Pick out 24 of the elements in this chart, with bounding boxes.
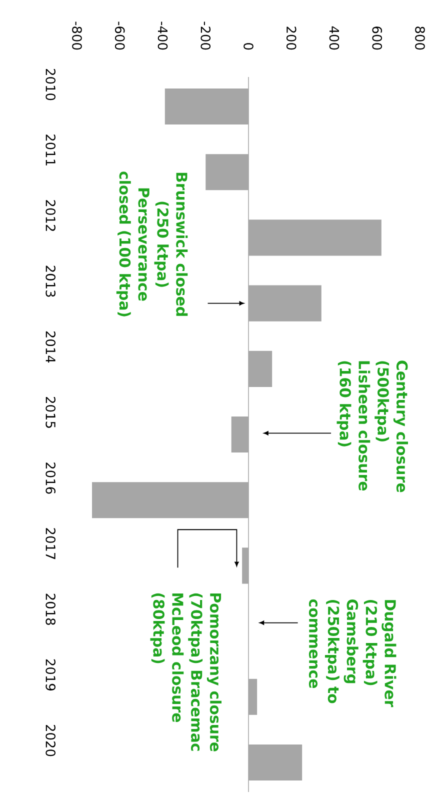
- annotation: Century closure (500ktpa) Lisheen closure (160 ktpa): [336, 360, 408, 492]
- x-tick-label: 600: [372, 26, 382, 50]
- y-tick-label: 2017: [46, 528, 56, 560]
- x-tick-label: -800: [72, 22, 82, 50]
- y-tick-label: 2020: [46, 724, 56, 756]
- x-tick-label: 400: [329, 26, 340, 50]
- annotation: Pomorzany closure (70ktpa) Bracemac McLeod closure (80ktpa): [150, 593, 222, 752]
- y-tick-label: 2012: [46, 200, 56, 231]
- y-tick-label: 2015: [46, 396, 56, 428]
- x-tick-label: 800: [415, 26, 425, 50]
- x-tick-label: -600: [114, 22, 125, 50]
- y-tick-label: 2011: [46, 134, 56, 166]
- y-tick-label: 2013: [46, 266, 56, 297]
- y-tick-label: 2014: [46, 331, 56, 363]
- y-tick-label: 2016: [46, 462, 56, 494]
- annotation: Brunswick closed (250 ktpa) Perseverance closed (100 ktpa): [116, 172, 188, 316]
- x-tick-label: 0: [244, 43, 254, 50]
- x-tick-label: -200: [200, 22, 211, 50]
- annotation: Dugald River (210 ktpa) Gamsberg (250ktpa) to commence: [308, 599, 396, 708]
- x-tick-label: -400: [158, 22, 168, 50]
- y-tick-label: 2019: [46, 659, 56, 690]
- y-tick-label: 2010: [46, 68, 56, 100]
- y-tick-label: 2018: [46, 594, 56, 625]
- x-tick-label: 200: [286, 26, 296, 50]
